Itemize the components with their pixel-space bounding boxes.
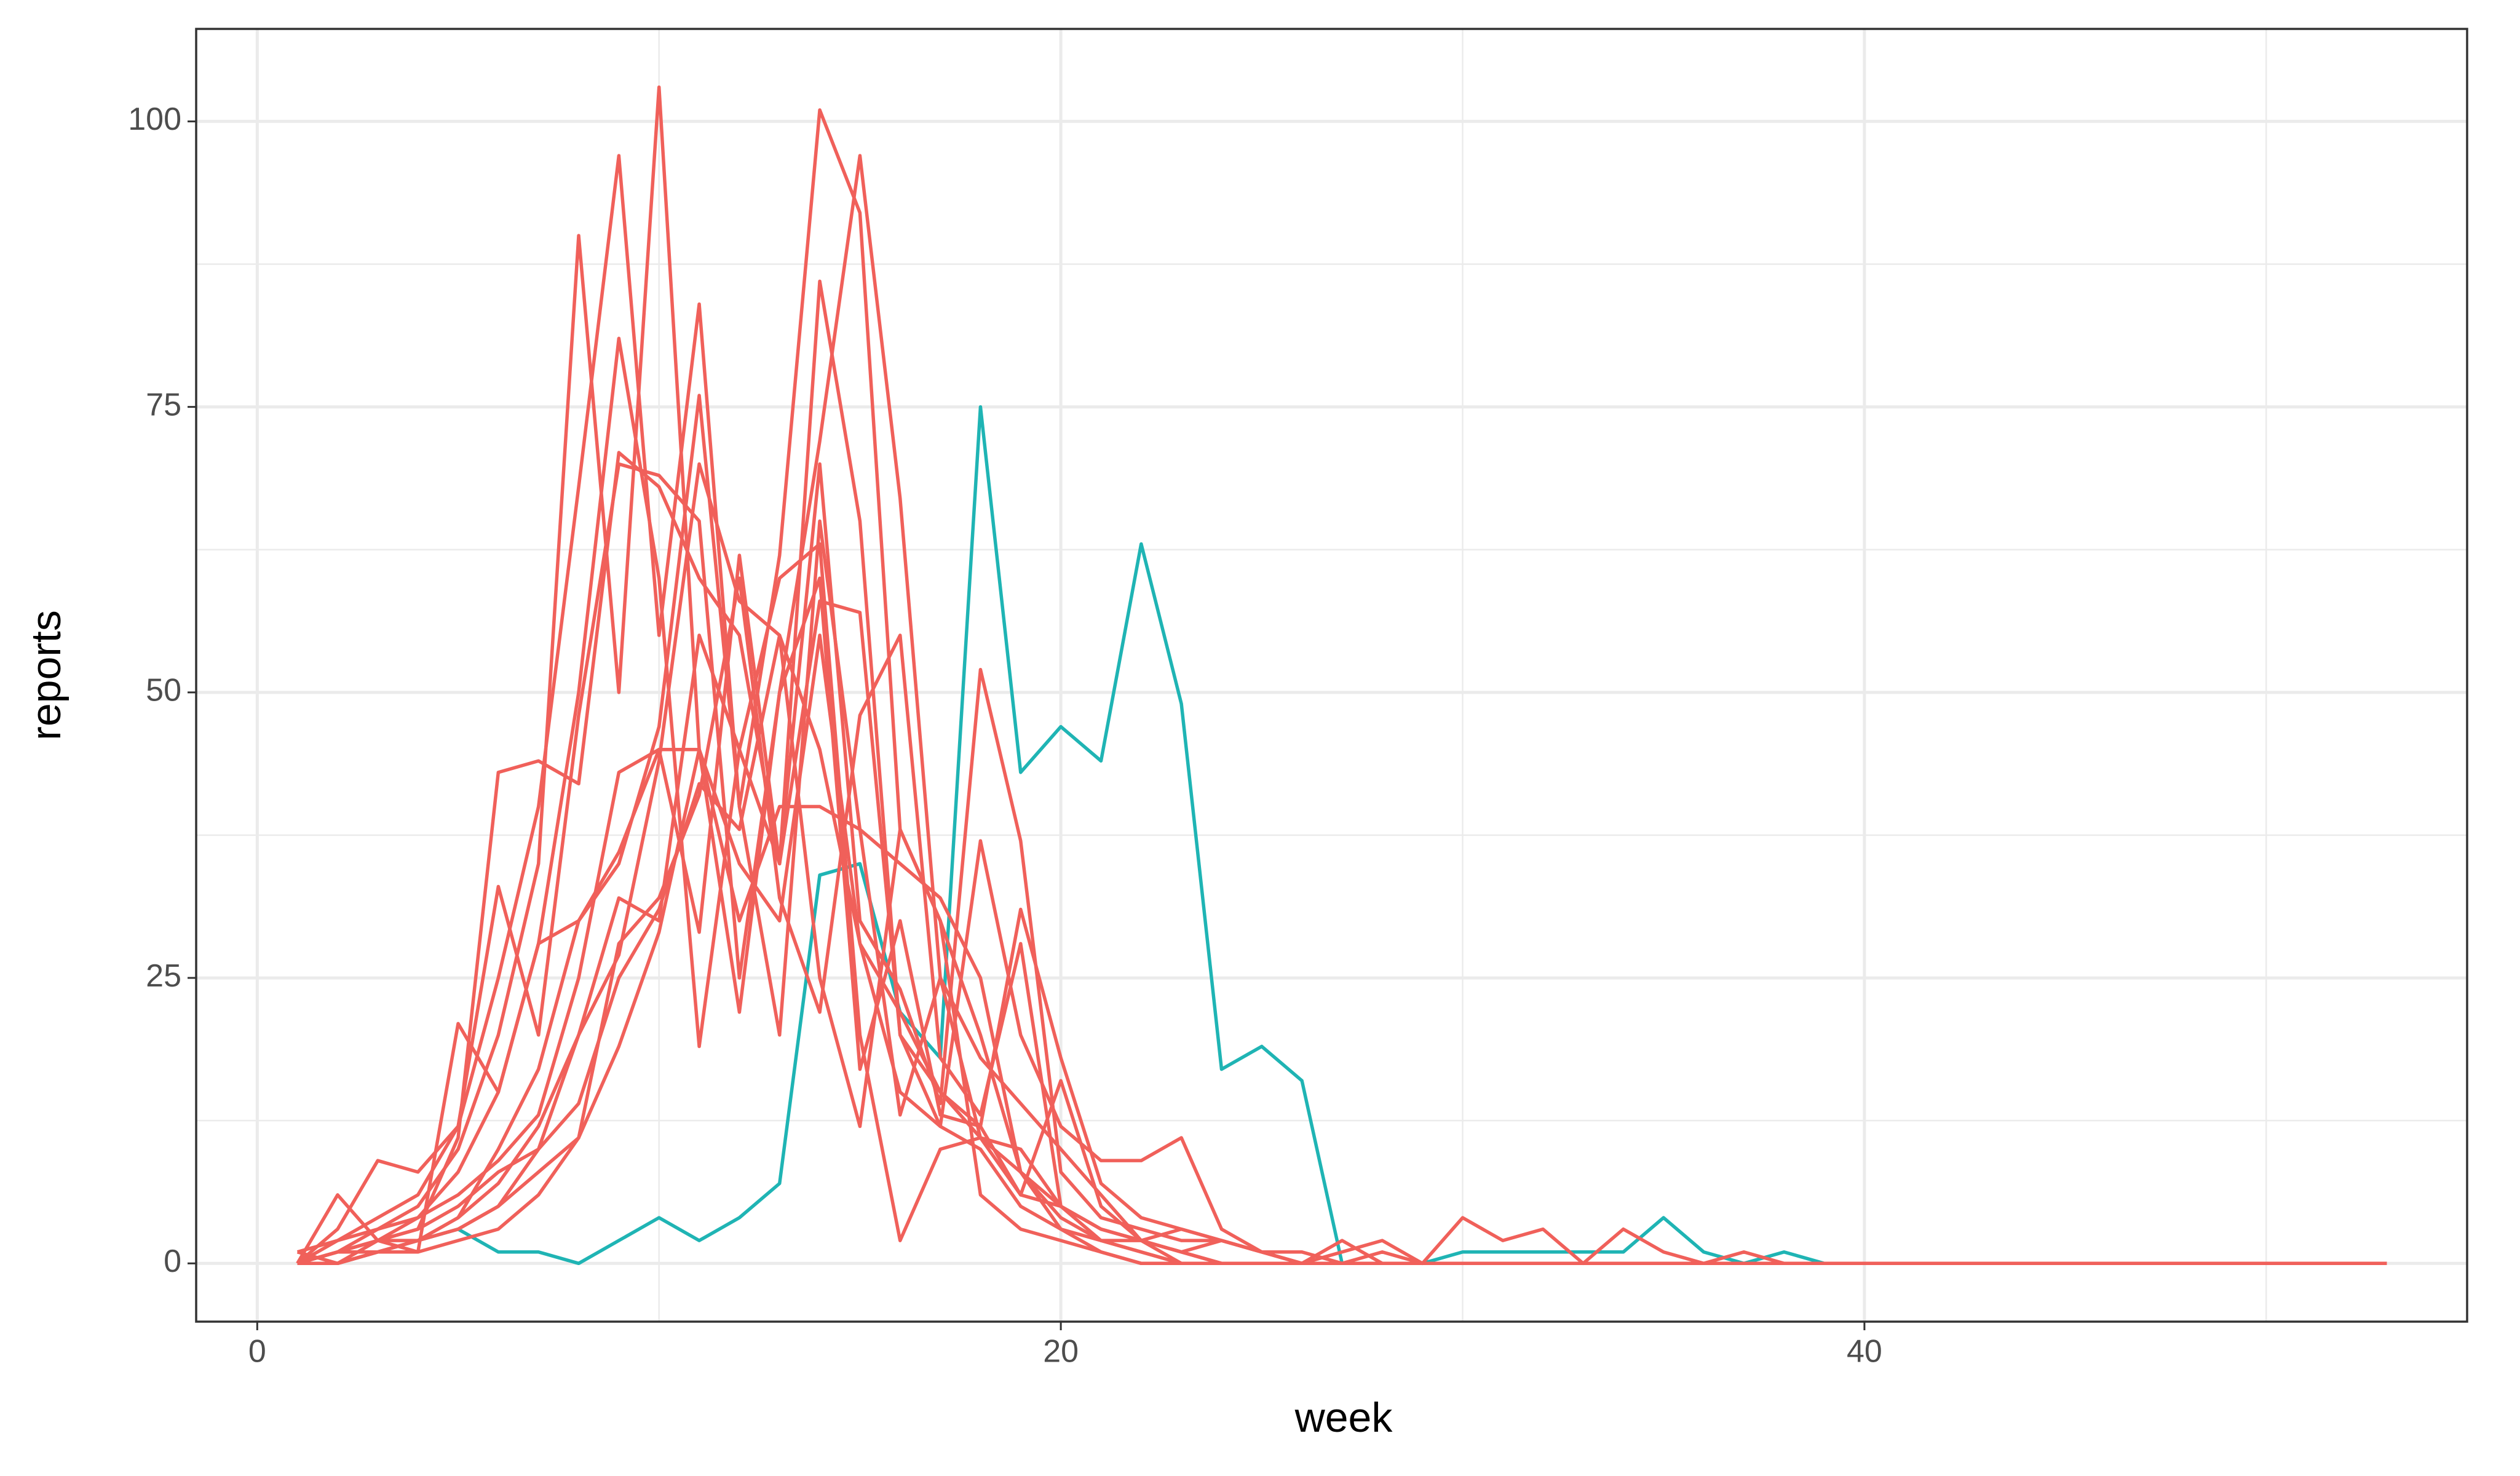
series-line [296,154,2387,1266]
y-axis-title: reports [23,610,69,740]
series-line [296,279,2387,1266]
series-line [296,108,2387,1266]
y-tick-label: 50 [146,673,181,708]
x-axis-title: week [1294,1394,1393,1441]
panel-border [195,28,2468,1323]
y-tick-label: 100 [128,101,181,137]
x-tick-label: 40 [1847,1334,1882,1370]
y-tick-label: 0 [164,1244,181,1279]
series-line [296,633,2387,1266]
series-line [297,542,2387,1266]
x-tick-label: 20 [1043,1334,1079,1370]
x-tick-label: 0 [248,1334,266,1370]
series-line [296,451,2387,1266]
y-tick-label: 75 [146,387,181,423]
y-tick-label: 25 [146,958,181,994]
